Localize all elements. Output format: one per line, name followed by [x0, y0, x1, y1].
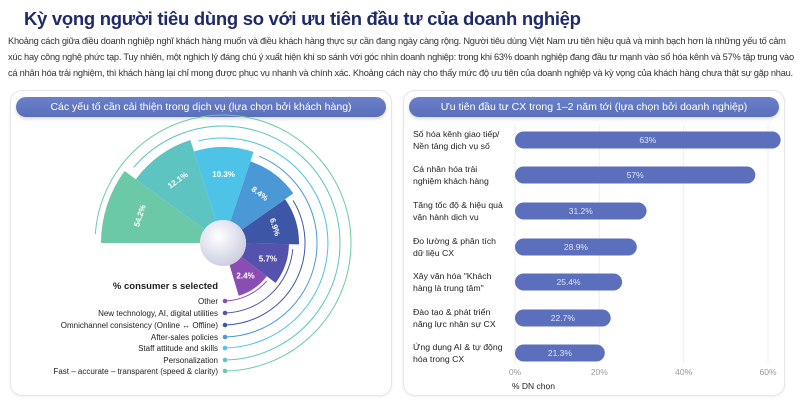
legend-label: New technology, AI, digital utilities	[98, 309, 218, 318]
bar-value-label: 28.9%	[564, 242, 589, 252]
legend-label: Personalization	[163, 356, 218, 365]
category-label: năng lực nhân sự CX	[413, 319, 496, 329]
intro-paragraph: Khoảng cách giữa điều doanh nghiệp nghĩ …	[8, 36, 794, 78]
x-tick-label: 0%	[509, 367, 522, 377]
x-axis-label: % DN chọn	[512, 381, 555, 391]
radial-sector	[229, 256, 267, 296]
connector-arc	[224, 249, 294, 314]
bar-value-label: 25.4%	[556, 277, 581, 287]
connector-arc	[198, 137, 329, 349]
bar	[515, 202, 647, 220]
legend-label: Other	[198, 297, 218, 306]
connector-arc	[224, 280, 268, 302]
bar	[515, 344, 605, 362]
category-label: Nền tảng dịch vụ số	[413, 141, 490, 151]
legend-label: Omnichannel consistency (Online ↔ Offlin…	[61, 321, 219, 330]
bar-value-label: 21.3%	[548, 348, 573, 358]
bar	[515, 273, 623, 291]
category-label: vận hành dịch vụ	[413, 212, 479, 222]
value-label: 10.3%	[212, 170, 235, 179]
value-label: 2.4%	[236, 272, 254, 281]
radial-sector	[193, 146, 254, 222]
value-label: 5.7%	[259, 255, 277, 264]
radial-sector	[101, 170, 205, 243]
bar	[515, 309, 611, 327]
category-label: Ứng dụng AI & tự động	[413, 342, 503, 352]
consumer-chart-title: Các yếu tố cần cải thiện trong dịch vụ (…	[16, 97, 386, 117]
legend-dot	[222, 345, 228, 351]
radial-sector	[241, 243, 289, 283]
business-chart-title: Ưu tiên đầu tư CX trong 1–2 năm tới (lựa…	[409, 97, 779, 117]
radial-sector	[241, 199, 299, 245]
legend-dot	[222, 322, 228, 328]
bar	[515, 131, 781, 149]
category-label: Số hóa kênh giao tiếp/	[413, 129, 500, 139]
connector-arc	[133, 125, 341, 361]
category-label: dữ liệu CX	[413, 248, 454, 258]
category-label: Xây văn hóa "Khách	[413, 271, 492, 281]
legend-label: After-sales policies	[151, 333, 218, 342]
legend-dot	[222, 310, 228, 316]
legend-dot	[222, 298, 228, 304]
radial-sector	[230, 161, 294, 230]
legend-dot	[222, 368, 228, 374]
category-label: hàng là trung tâm"	[413, 283, 484, 293]
legend-title: % consumer s selected	[113, 281, 218, 292]
x-tick-label: 20%	[591, 367, 608, 377]
category-label: nghiệm khách hàng	[413, 176, 489, 186]
bar-value-label: 57%	[627, 170, 644, 180]
category-label: Cá nhân hóa trải	[413, 164, 477, 174]
connector-arc	[224, 155, 318, 338]
category-label: Đo lường & phân tích	[413, 236, 496, 246]
radial-sector	[135, 140, 217, 230]
bar-value-label: 22.7%	[551, 313, 576, 323]
connector-arc	[94, 114, 352, 372]
bar	[515, 238, 637, 256]
bar-value-label: 63%	[639, 135, 656, 145]
center-hub	[200, 220, 246, 266]
category-label: Tăng tốc độ & hiệu quả	[413, 200, 503, 210]
bar-value-label: 31.2%	[569, 206, 594, 216]
legend-dot	[222, 334, 228, 340]
category-label: hóa trong CX	[413, 354, 464, 364]
legend-label: Fast – accurate – transparent (speed & c…	[53, 367, 218, 376]
legend-dot	[222, 357, 228, 363]
x-tick-label: 40%	[675, 367, 692, 377]
legend-label: Staff attitude and skills	[138, 344, 218, 353]
bar	[515, 166, 756, 184]
page-title: Kỳ vọng người tiêu dùng so với ưu tiên đ…	[24, 8, 581, 29]
category-label: Đào tạo & phát triển	[413, 307, 490, 317]
connector-arc	[224, 200, 306, 326]
x-tick-label: 60%	[759, 367, 776, 377]
